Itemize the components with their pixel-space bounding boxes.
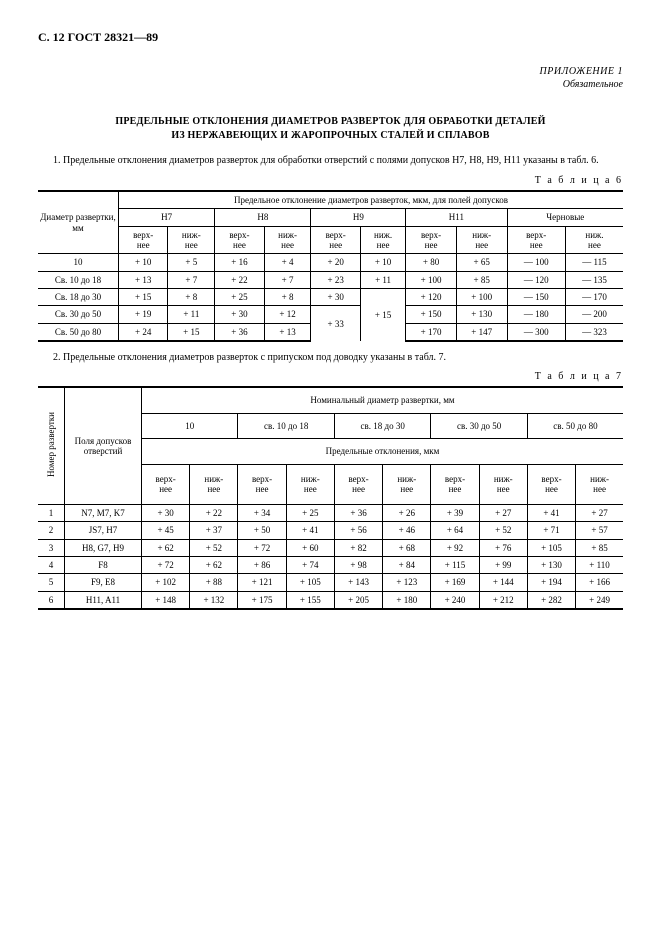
title-line-1: ПРЕДЕЛЬНЫЕ ОТКЛОНЕНИЯ ДИАМЕТРОВ РАЗВЕРТО… — [115, 116, 545, 127]
appendix-block: ПРИЛОЖЕНИЕ 1 Обязательное — [38, 65, 623, 91]
table-row: 2JS7, H7+ 45+ 37+ 50+ 41+ 56+ 46+ 64+ 52… — [38, 522, 623, 539]
appendix-line-1: ПРИЛОЖЕНИЕ 1 — [38, 65, 623, 78]
page: С. 12 ГОСТ 28321—89 ПРИЛОЖЕНИЕ 1 Обязате… — [0, 0, 661, 936]
table-row: Св. 10 до 18 + 13 + 7 + 22 + 7 + 23 + 11… — [38, 271, 623, 288]
t6-sub: верх- нее — [311, 226, 360, 254]
t6-sub: верх- нее — [215, 226, 264, 254]
t7-col-no: Номер развертки — [38, 387, 65, 505]
appendix-line-2: Обязательное — [38, 78, 623, 91]
t6-sub: ниж- нее — [456, 226, 507, 254]
t6-sub: верх- нее — [119, 226, 168, 254]
intro-paragraph: 1. Предельные отклонения диаметров разве… — [38, 154, 623, 167]
doc-title: ПРЕДЕЛЬНЫЕ ОТКЛОНЕНИЯ ДИАМЕТРОВ РАЗВЕРТО… — [38, 115, 623, 142]
t6-sub: ниж- нее — [264, 226, 311, 254]
page-header: С. 12 ГОСТ 28321—89 — [38, 30, 623, 45]
table-row: Св. 18 до 30 + 15 + 8 + 25 + 8 + 30 + 15… — [38, 289, 623, 306]
t6-super-header: Предельное отклонение диаметров разверто… — [119, 191, 624, 209]
table-row: 5F9, E8+ 102+ 88+ 121+ 105+ 143+ 123+ 16… — [38, 574, 623, 591]
table-row: 3H8, G7, H9+ 62+ 52+ 72+ 60+ 82+ 68+ 92+… — [38, 539, 623, 556]
table6-label: Т а б л и ц а 6 — [38, 175, 623, 186]
table-row: 1N7, M7, K7+ 30+ 22+ 34+ 25+ 36+ 26+ 39+… — [38, 505, 623, 522]
table-row: 10 + 10 + 5 + 16 + 4 + 20 + 10 + 80 + 65… — [38, 254, 623, 271]
table-6: Диаметр развертки, мм Предельное отклоне… — [38, 190, 623, 342]
t7-mid: Предельные отклонения, мкм — [142, 439, 624, 464]
t6-col-diam: Диаметр развертки, мм — [38, 191, 119, 254]
note-2: 2. Предельные отклонения диаметров разве… — [38, 352, 623, 363]
t6-sub: ниж- нее — [168, 226, 215, 254]
t6-group-h8: Н8 — [215, 209, 311, 226]
t6-sub: верх- нее — [507, 226, 565, 254]
table-7: Номер развертки Поля допусков отверстий … — [38, 386, 623, 610]
t6-sub: верх- нее — [406, 226, 457, 254]
t6-sub: ниж. нее — [565, 226, 623, 254]
table-row: Св. 30 до 50 + 19 + 11 + 30 + 12 + 33 + … — [38, 306, 623, 323]
table7-label: Т а б л и ц а 7 — [38, 371, 623, 382]
t6-group-rough: Черновые — [507, 209, 623, 226]
table-row: 6H11, A11+ 148+ 132+ 175+ 155+ 205+ 180+… — [38, 591, 623, 609]
title-line-2: ИЗ НЕРЖАВЕЮЩИХ И ЖАРОПРОЧНЫХ СТАЛЕЙ И СП… — [171, 130, 489, 141]
t6-group-h9: Н9 — [311, 209, 406, 226]
table-row: 4F8+ 72+ 62+ 86+ 74+ 98+ 84+ 115+ 99+ 13… — [38, 557, 623, 574]
t7-super: Номинальный диаметр развертки, мм — [142, 387, 624, 413]
t6-group-h7: Н7 — [119, 209, 215, 226]
t6-sub: ниж. нее — [360, 226, 405, 254]
t6-group-h11: Н11 — [406, 209, 507, 226]
t7-col-field: Поля допусков отверстий — [65, 387, 142, 505]
